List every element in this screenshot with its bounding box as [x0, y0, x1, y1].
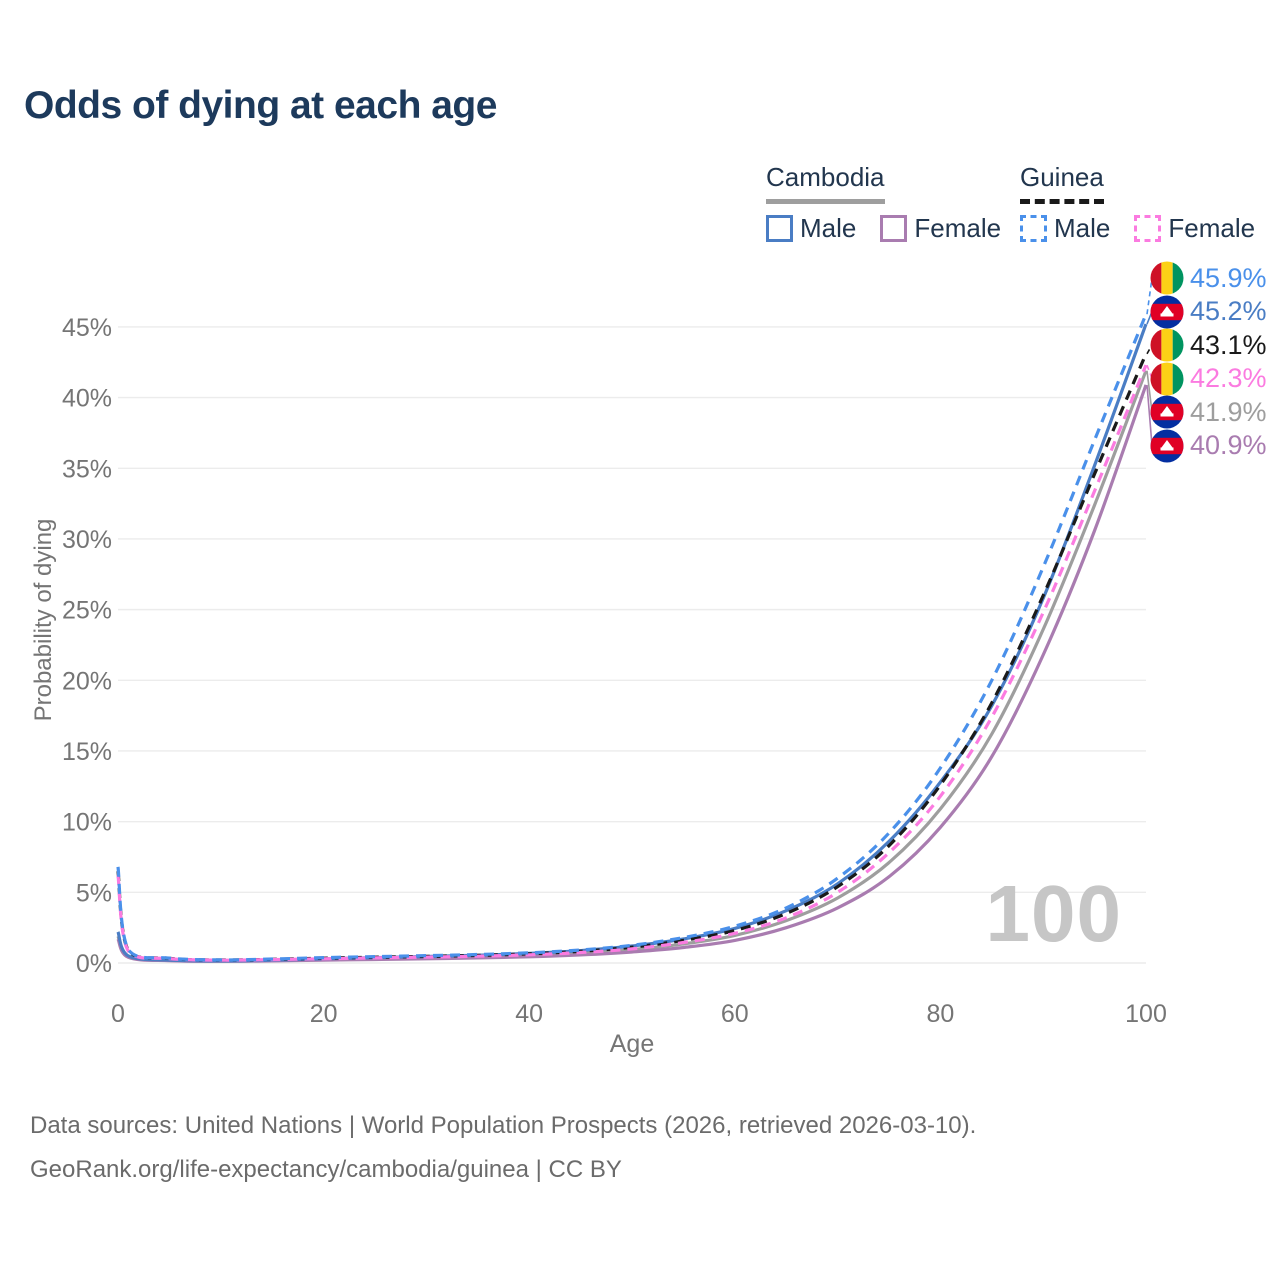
y-tick-label: 0%	[76, 950, 112, 978]
legend-country-cambodia[interactable]: Cambodia	[766, 162, 885, 204]
x-tick-label: 80	[926, 1000, 954, 1028]
legend-group-guinea: Guinea Male Female	[1020, 162, 1255, 244]
guinea-male-swatch-icon	[1020, 215, 1047, 242]
legend-country-guinea-label: Guinea	[1020, 162, 1104, 192]
age-watermark: 100	[985, 869, 1122, 958]
end-label-cambodia_all: 41.9%	[1150, 395, 1267, 429]
y-tick-label: 10%	[62, 809, 112, 837]
end-label-value: 45.2%	[1190, 296, 1267, 326]
x-tick-label: 0	[111, 1000, 125, 1028]
legend-item-cambodia-female[interactable]: Female	[880, 213, 1001, 244]
legend-item-label: Male	[1054, 213, 1111, 243]
guinea-female-swatch-icon	[1134, 215, 1162, 242]
y-axis-title: Probability of dying	[30, 518, 57, 722]
footer-link-line: GeoRank.org/life-expectancy/cambodia/gui…	[30, 1156, 622, 1183]
curve-guinea_male	[116, 313, 1148, 962]
curve-guinea_female	[116, 364, 1148, 962]
guinea-flag-icon	[1150, 328, 1184, 362]
end-label-guinea_all: 43.1%	[1150, 328, 1267, 362]
legend-item-guinea-female[interactable]: Female	[1134, 213, 1255, 244]
y-tick-label: 45%	[62, 314, 112, 342]
legend-item-guinea-male[interactable]: Male	[1020, 213, 1110, 244]
legend-items-cambodia: Male Female	[766, 213, 1001, 244]
footer-sources-line: Data sources: United Nations | World Pop…	[30, 1112, 977, 1139]
end-label-guinea_female: 42.3%	[1150, 362, 1267, 396]
end-label-guinea_male: 45.9%	[1150, 261, 1267, 295]
end-label-value: 40.9%	[1190, 430, 1267, 460]
end-label-value: 43.1%	[1190, 329, 1267, 360]
y-tick-label: 25%	[62, 597, 112, 625]
legend-item-cambodia-male[interactable]: Male	[766, 213, 856, 244]
x-tick-label: 20	[310, 1000, 338, 1028]
end-label-value: 45.9%	[1190, 262, 1267, 293]
curve-cambodia_male	[116, 323, 1148, 963]
legend-group-cambodia: Cambodia Male Female	[766, 162, 1001, 244]
guinea-flag-icon	[1150, 261, 1184, 295]
y-tick-label: 20%	[62, 667, 112, 695]
legend-country-cambodia-label: Cambodia	[766, 162, 885, 192]
legend-item-label: Female	[1168, 213, 1256, 243]
y-tick-label: 35%	[62, 455, 112, 483]
y-tick-label: 5%	[76, 879, 112, 907]
x-tick-label: 100	[1125, 1000, 1167, 1028]
cambodia-flag-icon	[1150, 429, 1184, 462]
x-tick-label: 60	[721, 1000, 749, 1028]
legend-items-guinea: Male Female	[1020, 213, 1255, 244]
legend-item-label: Female	[914, 213, 1002, 243]
guinea-flag-icon	[1150, 362, 1184, 395]
x-axis-title: Age	[609, 1030, 655, 1058]
cambodia-female-swatch-icon	[880, 215, 908, 242]
y-tick-label: 30%	[62, 526, 112, 554]
end-label-value: 41.9%	[1190, 396, 1267, 427]
page-title: Odds of dying at each age	[24, 84, 497, 127]
cambodia-flag-icon	[1150, 295, 1184, 328]
end-label-cambodia_female: 40.9%	[1150, 429, 1267, 463]
legend-country-guinea[interactable]: Guinea	[1020, 162, 1104, 204]
cambodia-male-swatch-icon	[766, 215, 793, 242]
y-tick-label: 40%	[62, 385, 112, 413]
cambodia-flag-icon	[1150, 395, 1184, 429]
end-label-cambodia_male: 45.2%	[1150, 295, 1267, 329]
legend-item-label: Male	[800, 213, 857, 243]
footer: Data sources: United Nations | World Pop…	[30, 1104, 976, 1192]
y-tick-label: 15%	[62, 738, 112, 766]
x-tick-label: 40	[515, 1000, 543, 1028]
end-label-value: 42.3%	[1190, 363, 1267, 393]
